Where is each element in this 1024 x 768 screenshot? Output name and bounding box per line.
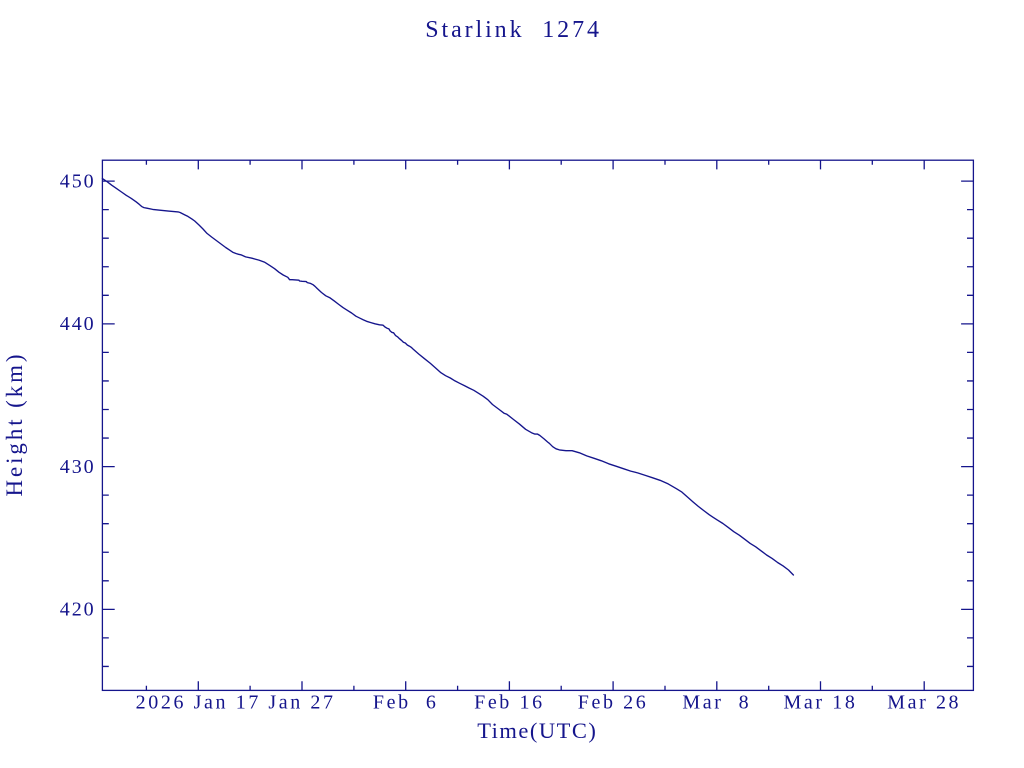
svg-text:430: 430: [60, 456, 96, 478]
svg-text:Feb 26: Feb 26: [578, 692, 649, 714]
svg-text:Starlink 1274: Starlink 1274: [425, 17, 602, 43]
svg-text:Time(UTC): Time(UTC): [477, 718, 597, 743]
svg-text:Feb 6: Feb 6: [373, 692, 439, 714]
svg-text:Jan 27: Jan 27: [268, 692, 335, 714]
svg-text:Mar 18: Mar 18: [784, 692, 858, 714]
svg-text:440: 440: [60, 313, 96, 335]
svg-text:Height (km): Height (km): [2, 352, 27, 497]
svg-text:Feb 16: Feb 16: [474, 692, 545, 714]
svg-text:420: 420: [60, 599, 96, 621]
svg-text:Mar 28: Mar 28: [887, 692, 961, 714]
svg-text:450: 450: [60, 170, 96, 192]
svg-text:Mar 8: Mar 8: [682, 692, 751, 714]
svg-text:2026 Jan 17: 2026 Jan 17: [136, 692, 261, 714]
